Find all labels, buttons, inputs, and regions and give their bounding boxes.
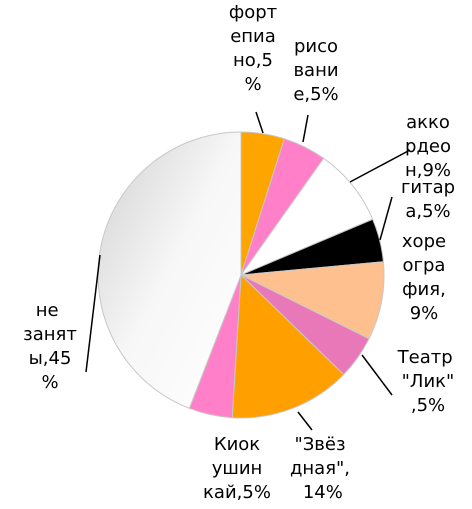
pie-slice (231, 273, 345, 419)
pie-slice (97, 131, 242, 409)
data-label: форт епиа но,5% (229, 2, 277, 95)
data-label: Киок ушин кай,5% (203, 434, 271, 503)
leader-line (85, 254, 101, 373)
leader-line (361, 354, 393, 396)
leader-line (255, 111, 264, 134)
leader-line (302, 114, 309, 143)
leader-line (349, 149, 411, 183)
data-label: Театр "Лик" ,5% (397, 347, 459, 416)
data-label: рисо вани е,5% (293, 36, 338, 105)
leader-line (297, 411, 313, 431)
data-label: не занят ы,45% (23, 300, 77, 393)
data-label: акко рдео н,9% (405, 112, 451, 181)
data-label: хоре огра фия, 9% (402, 231, 446, 324)
leader-lines (85, 111, 411, 431)
data-label: гитар а,5% (401, 177, 455, 222)
leader-line (379, 196, 393, 241)
data-label: "Звёз дная", 14% (290, 434, 350, 503)
